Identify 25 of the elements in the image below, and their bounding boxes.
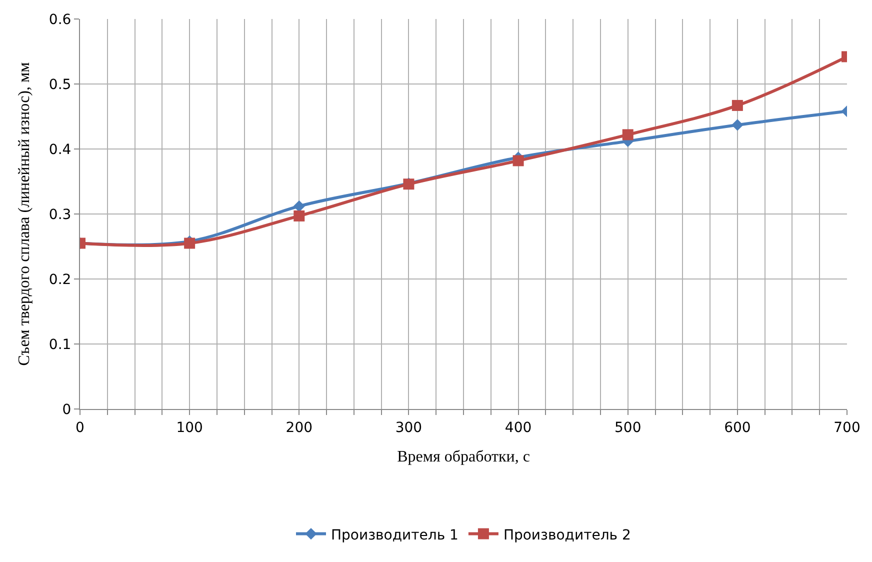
legend-label: Производитель 2 <box>503 527 631 544</box>
y-tick-label: 0.5 <box>48 76 72 93</box>
x-tick-label: 0 <box>76 420 84 436</box>
x-tick-label: 200 <box>286 420 313 436</box>
point <box>184 238 196 249</box>
x-axis-title: Время обработки, с <box>397 448 530 466</box>
x-tick-label: 300 <box>395 420 422 436</box>
y-tick-label: 0.6 <box>48 12 72 28</box>
point <box>512 155 524 166</box>
y-tick-label: 0 <box>62 402 72 418</box>
point <box>732 119 744 131</box>
x-tick-label: 600 <box>724 420 751 436</box>
y-tick-label: 0.4 <box>48 142 72 158</box>
x-tick-label: 700 <box>834 420 860 436</box>
point <box>732 100 743 111</box>
legend-label: Производитель 1 <box>331 527 458 544</box>
x-tick-label: 500 <box>614 420 642 436</box>
y-tick-label: 0.3 <box>48 206 72 223</box>
y-tick-label: 0.1 <box>48 336 72 353</box>
x-tick-label: 100 <box>176 420 203 436</box>
point <box>622 129 634 140</box>
x-tick-label: 400 <box>504 420 532 436</box>
y-tick-label: 0.2 <box>48 272 72 288</box>
point <box>294 210 305 222</box>
y-axis-title: Съем твердого сплава (линейный износ), мм <box>16 62 33 366</box>
